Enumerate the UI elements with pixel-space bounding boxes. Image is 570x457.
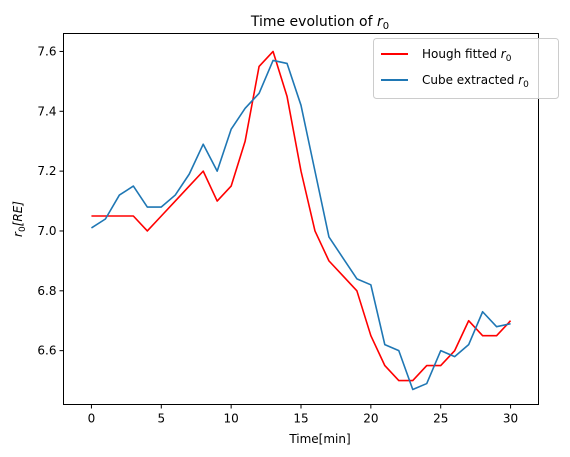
legend-label-cube: Cube extracted r0: [422, 73, 529, 90]
x-tick-label: 5: [157, 412, 165, 426]
y-axis-label-math: r: [11, 231, 25, 237]
legend-box: [373, 38, 559, 99]
legend-label-hough-sub: 0: [506, 54, 512, 64]
y-axis-label: r0[RE]: [11, 201, 28, 237]
x-tick-label: 10: [224, 412, 239, 426]
legend-label-cube-math: r: [518, 73, 524, 87]
y-axis-label-rest: [RE]: [11, 201, 25, 227]
y-tick-label: 6.8: [37, 284, 56, 298]
x-axis-label: Time[min]: [288, 432, 350, 446]
legend: Hough fitted r0 Cube extracted r0: [373, 38, 559, 99]
y-tick-label: 6.6: [37, 344, 56, 358]
chart-title-text: Time evolution of: [250, 14, 377, 30]
series-layer: [91, 50, 512, 391]
x-tick-label: 20: [363, 412, 378, 426]
series-line-hough: [91, 50, 512, 382]
y-axis: 6.6 6.8 7.0 7.2 7.4 7.6: [37, 44, 64, 358]
chart-title-sub: 0: [383, 21, 389, 32]
series-line-cube: [91, 59, 511, 391]
x-tick-label: 25: [433, 412, 448, 426]
chart-title-math: r: [377, 14, 384, 30]
legend-label-cube-sub: 0: [523, 80, 529, 90]
x-tick-label: 0: [88, 412, 96, 426]
y-tick-label: 7.4: [37, 104, 56, 118]
legend-label-cube-text: Cube extracted: [422, 73, 518, 87]
legend-label-hough: Hough fitted r0: [422, 47, 512, 64]
legend-label-hough-math: r: [501, 47, 507, 61]
y-tick-label: 7.2: [37, 164, 56, 178]
chart-title: Time evolution of r0: [250, 14, 389, 32]
x-tick-label: 30: [503, 412, 518, 426]
legend-label-hough-text: Hough fitted: [422, 47, 501, 61]
x-tick-label: 15: [293, 412, 308, 426]
x-axis: 0 5 10 15 20 25 30: [88, 404, 518, 426]
y-tick-label: 7.6: [37, 44, 56, 58]
y-tick-label: 7.0: [37, 224, 56, 238]
y-axis-label-sub: 0: [18, 226, 28, 232]
